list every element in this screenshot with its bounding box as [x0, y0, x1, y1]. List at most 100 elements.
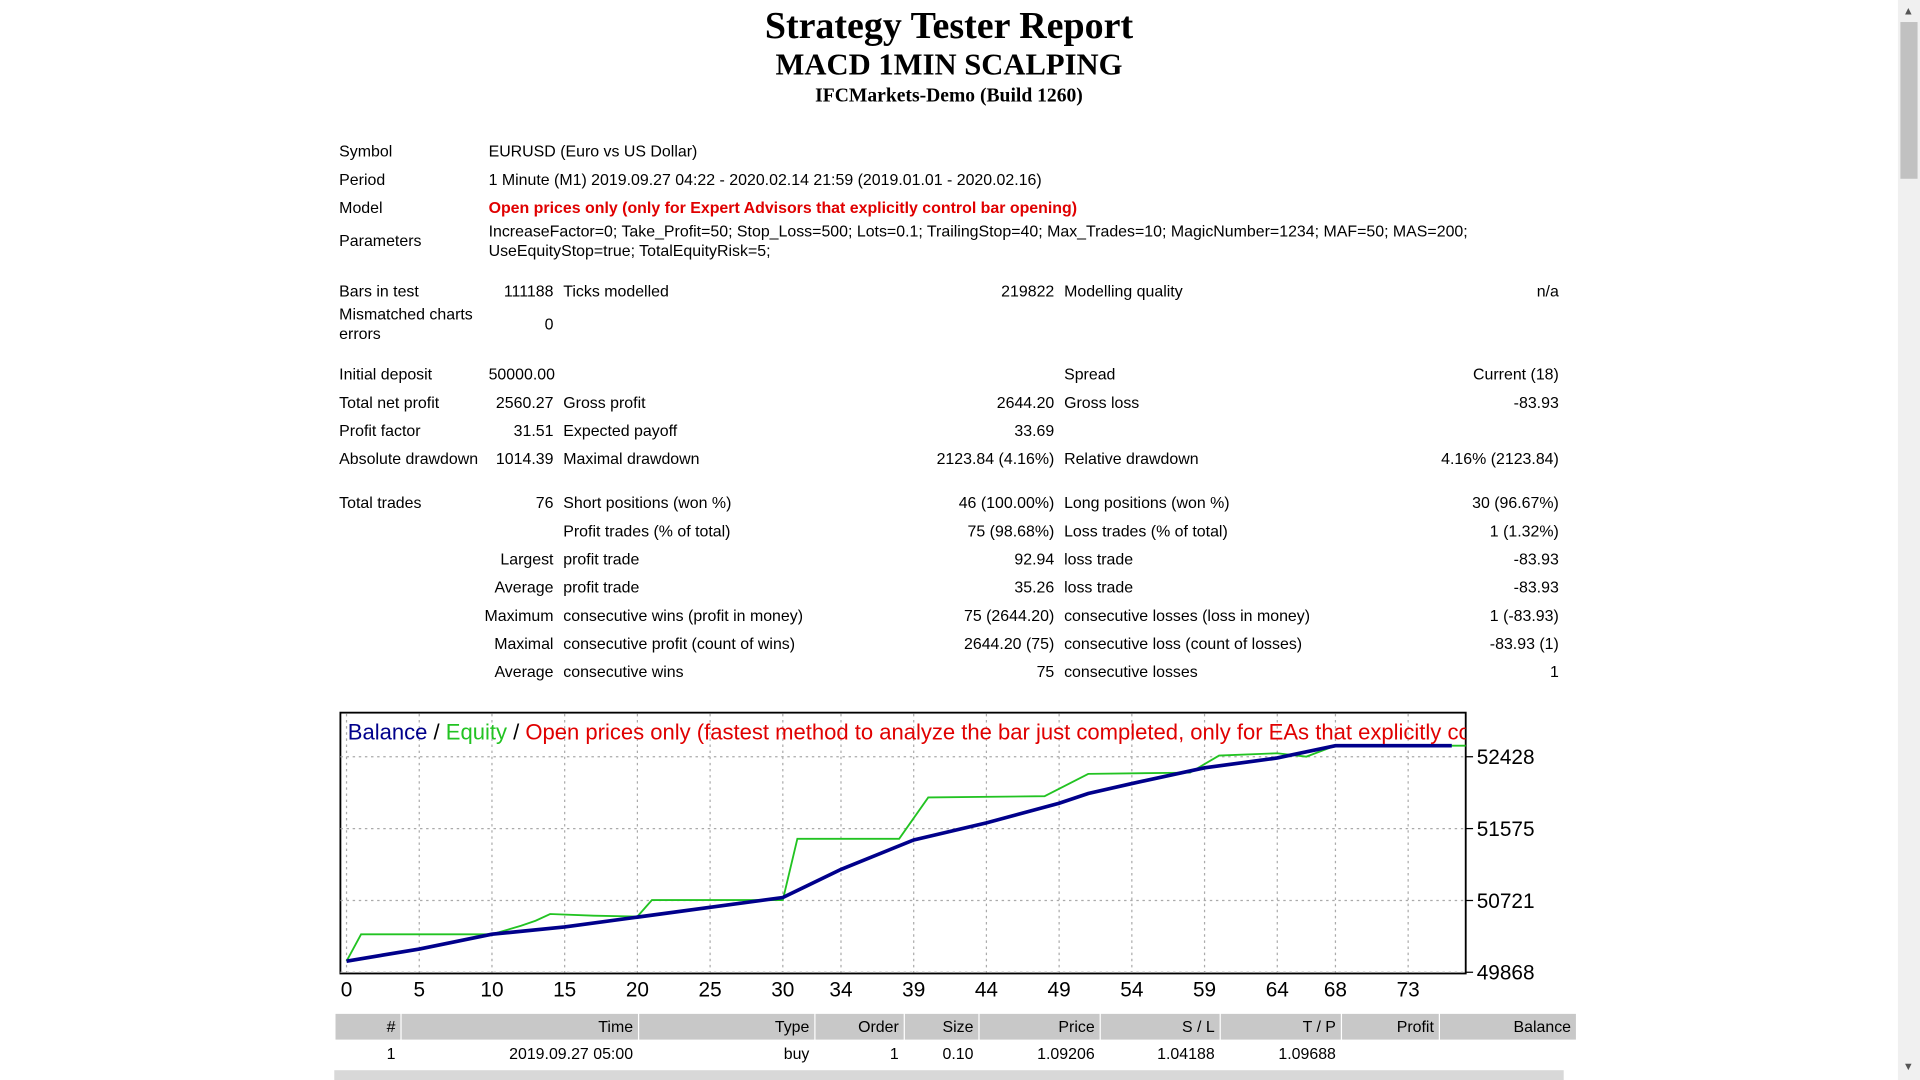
summary-cell: Profit factor	[339, 420, 421, 439]
summary-row: Period 1 Minute (M1) 2019.09.27 04:22 - 2…	[334, 165, 1563, 193]
summary-cell: consecutive losses	[1064, 661, 1198, 681]
spacer-cell	[334, 344, 1563, 360]
x-tick-label: 15	[553, 979, 576, 1002]
summary-cell: 4.16% (2123.84)	[1441, 448, 1559, 468]
legend-separator: /	[434, 720, 441, 745]
spacer	[334, 261, 1563, 277]
subtitle: MACD 1MIN SCALPING	[775, 48, 1123, 83]
summary-row: Bars in test 111188 Ticks modelled 219822 Mo…	[334, 277, 1563, 305]
summary-cell: Bars in test	[339, 281, 419, 300]
trade-cell: 1.09688	[1278, 1044, 1336, 1063]
spacer	[334, 344, 1563, 360]
summary-cell: 75 (98.68%)	[967, 521, 1055, 540]
summary-cell: Average	[494, 577, 554, 596]
x-tick-label: 30	[771, 979, 794, 1002]
x-tick-label: 20	[626, 979, 649, 1002]
legend-balance: Balance	[348, 720, 428, 745]
summary-row: Average profit trade 35.26 loss trade -83.93	[334, 573, 1563, 601]
chart: 0 5 10 15 20 25 30 34 39 44 49 54 59 64 68 73 49868 50721…	[339, 711, 1535, 1002]
summary-cell: Loss trades (% of total)	[1064, 521, 1228, 540]
summary-cell: 2644.20 (75)	[963, 633, 1055, 653]
y-tick-label: 50721	[1477, 890, 1535, 913]
summary-cell: 2123.84 (4.16%)	[936, 448, 1055, 468]
scrollbar[interactable]: ▲ ▼	[1897, 0, 1920, 1080]
scroll-thumb[interactable]	[1900, 22, 1918, 179]
x-tick-label: 73	[1397, 979, 1420, 1002]
summary-cell: 46 (100.00%)	[958, 492, 1055, 512]
x-tick-label: 5	[413, 979, 425, 1002]
summary-cell: Modelling quality	[1064, 281, 1183, 300]
column-header: Order	[815, 1013, 904, 1040]
summary-cell: n/a	[1536, 281, 1559, 300]
summary-cell: Current (18)	[1473, 364, 1559, 383]
title: Strategy Tester Report	[764, 3, 1134, 47]
summary-cell: 75	[1036, 661, 1055, 681]
summary-cell: Ticks modelled	[563, 281, 669, 300]
scroll-up[interactable]: ▲	[1902, 4, 1914, 18]
summary-cell: 1	[1549, 661, 1559, 681]
summary-cell: 30 (96.67%)	[1472, 492, 1559, 512]
summary-cell: Absolute drawdown	[339, 448, 479, 468]
empty-cell	[1059, 416, 1564, 444]
summary-cell: -83.93 (1)	[1489, 633, 1559, 653]
summary-cell: 35.26	[1014, 577, 1055, 596]
summary-cell: 219822	[1001, 281, 1055, 300]
summary-row: Profit factor 31.51 Expected payoff 33.69	[334, 416, 1563, 444]
summary-cell: -83.93	[1513, 549, 1559, 568]
column-header: #	[335, 1013, 401, 1040]
x-tick-label: 54	[1120, 979, 1143, 1002]
summary-cell: Maximal	[494, 633, 554, 653]
x-tick-label: 49	[1048, 979, 1071, 1002]
empty-cell	[558, 360, 1059, 388]
summary-cell: Spread	[1064, 364, 1116, 383]
x-tick-label: 68	[1324, 979, 1347, 1002]
summary-cell: Initial deposit	[339, 364, 433, 383]
summary-cell: consecutive loss (count of losses)	[1064, 633, 1303, 653]
summary-cell: 50000.00	[488, 364, 555, 383]
summary-cell: 1 (-83.93)	[1489, 605, 1559, 624]
summary-row: Model Open prices only (only for Expert A…	[334, 193, 1563, 221]
summary-row: Profit trades (% of total) 75 (98.68%) Los…	[334, 517, 1563, 545]
summary-cell: 75 (2644.20)	[963, 605, 1055, 624]
column-header: Price	[979, 1013, 1100, 1040]
summary-cell: Maximal drawdown	[563, 448, 700, 468]
summary-cell: Mismatched charts errors	[339, 304, 473, 343]
series-line	[346, 743, 1452, 963]
trade-cell: 1.09206	[1037, 1044, 1095, 1063]
y-tick-label: 51575	[1477, 818, 1535, 841]
next-row	[334, 1070, 1564, 1080]
server: IFCMarkets-Demo (Build 1260)	[815, 85, 1083, 107]
summary-row: Largest profit trade 92.94 loss trade -83.93	[334, 545, 1563, 573]
x-tick-label: 25	[699, 979, 722, 1002]
x-tick-label: 34	[829, 979, 852, 1002]
scroll-down[interactable]: ▼	[1902, 1060, 1914, 1073]
x-tick-label: 39	[902, 979, 925, 1002]
summary-cell: Profit trades (% of total)	[563, 521, 731, 540]
summary-cell: 2644.20	[996, 392, 1055, 411]
spacer-cell	[334, 473, 1563, 489]
summary-cell: 1014.39	[495, 448, 554, 468]
summary-row: Maximal consecutive profit (count of wins…	[334, 629, 1563, 657]
summary-cell: 0	[544, 314, 554, 334]
empty-cell	[558, 305, 1563, 344]
empty-cell	[334, 517, 558, 545]
summary-cell: 76	[535, 492, 554, 512]
x-tick-label: 59	[1193, 979, 1216, 1002]
summary-cell: Total net profit	[339, 392, 440, 411]
summary-cell: 1 (1.32%)	[1489, 521, 1559, 540]
x-tick-label: 44	[975, 979, 998, 1002]
x-tick-label: 64	[1266, 979, 1289, 1002]
summary-row: Absolute drawdown 1014.39 Maximal drawdown…	[334, 444, 1563, 472]
spacer-cell	[334, 261, 1563, 277]
summary-cell: loss trade	[1064, 549, 1134, 568]
summary-cell: Maximum	[484, 605, 554, 624]
summary-cell: consecutive losses (loss in money)	[1064, 605, 1311, 624]
summary-cell: 92.94	[1014, 549, 1055, 568]
trade-cell	[1440, 1040, 1576, 1068]
summary-cell: Gross loss	[1064, 392, 1140, 411]
summary-cell: -83.93	[1513, 577, 1559, 596]
summary-row: Mismatched charts errors 0	[334, 305, 1563, 344]
summary-cell: Period	[339, 169, 386, 188]
